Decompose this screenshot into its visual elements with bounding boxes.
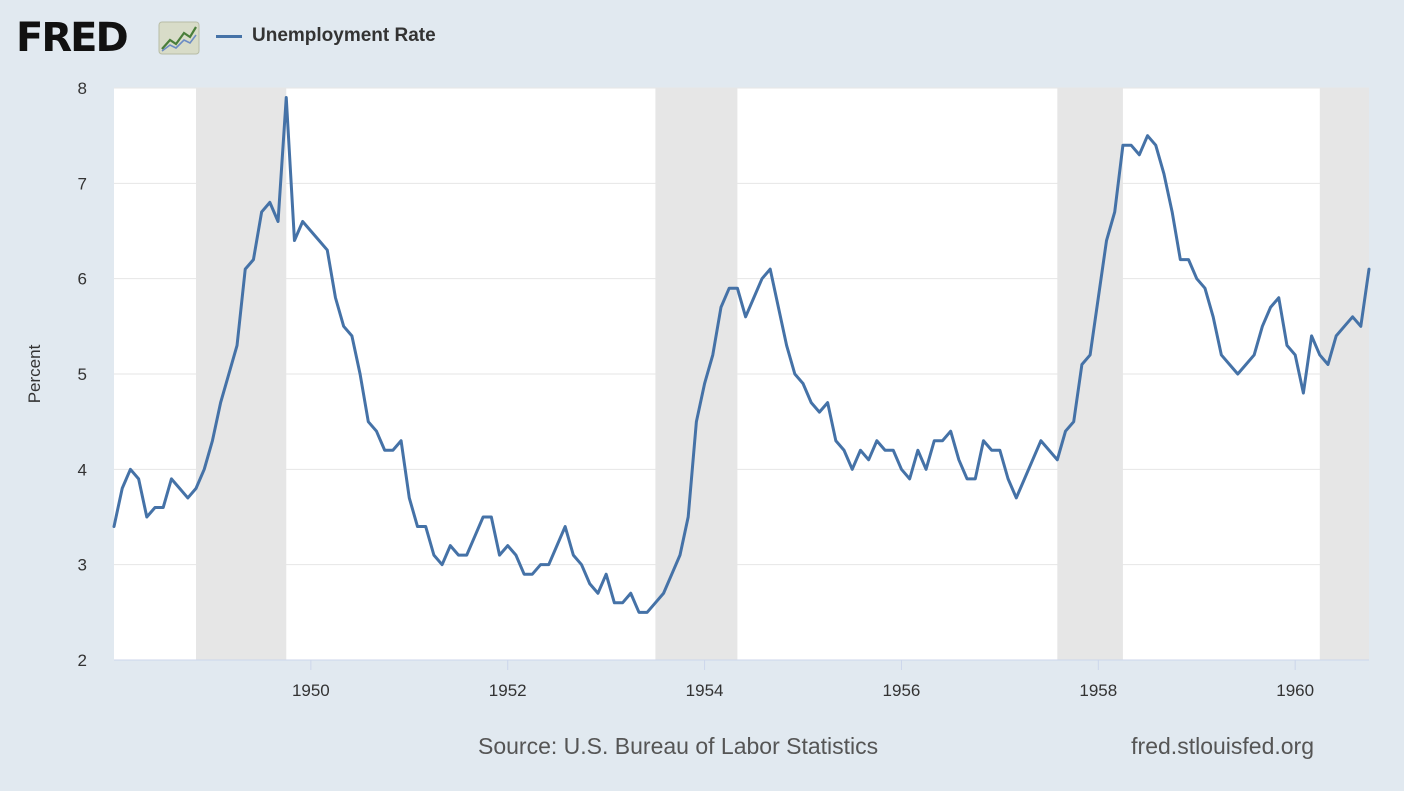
source-note: Source: U.S. Bureau of Labor Statistics: [478, 733, 879, 759]
y-tick-label: 5: [78, 365, 87, 384]
x-tick-label: 1960: [1276, 681, 1314, 700]
fred-graph-icon: [158, 21, 200, 55]
x-tick-label: 1950: [292, 681, 330, 700]
source-url[interactable]: fred.stlouisfed.org: [1131, 733, 1314, 759]
series-line-unemployment-rate: [112, 96, 1371, 614]
y-tick-label: 7: [78, 174, 87, 193]
y-tick-label: 8: [78, 79, 87, 98]
axes: 2 3 4 5 6 7 8 1950 1952 1954 1956 1958 1960: [78, 79, 1369, 700]
y-axis-title: Percent: [25, 344, 44, 404]
x-tick-label: 1958: [1079, 681, 1117, 700]
fred-wordmark: FRED: [16, 15, 129, 61]
chart-header: FRED Unemployment Rate: [16, 14, 816, 61]
y-tick-label: 6: [78, 270, 87, 289]
x-tick-label: 1954: [686, 681, 724, 700]
y-tick-label: 2: [78, 651, 87, 670]
gridlines: [114, 87, 1369, 566]
x-tick-label: 1952: [489, 681, 527, 700]
legend[interactable]: Unemployment Rate: [216, 24, 436, 48]
y-tick-label: 4: [78, 460, 87, 479]
y-tick-label: 3: [78, 556, 87, 575]
legend-swatch: [216, 34, 242, 38]
legend-label: Unemployment Rate: [252, 25, 436, 46]
x-tick-label: 1956: [883, 681, 921, 700]
series: [112, 96, 1371, 614]
